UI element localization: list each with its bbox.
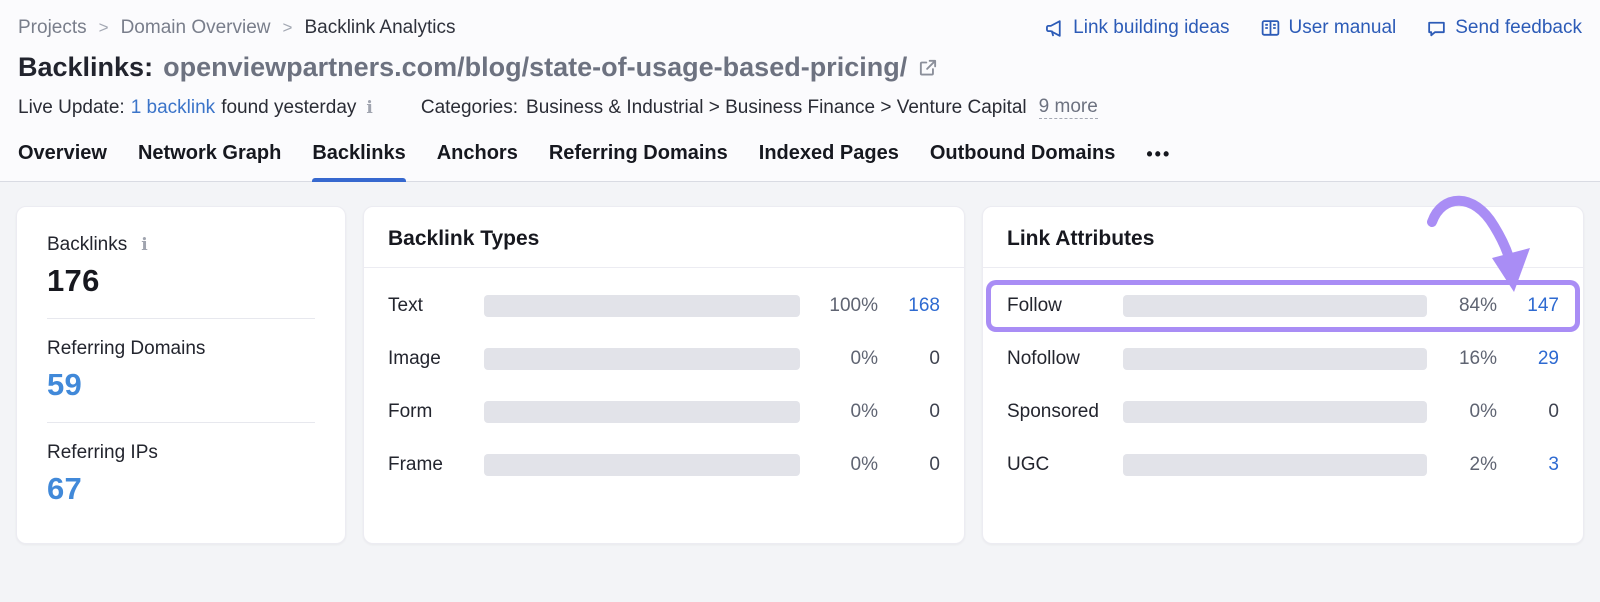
backlink-type-row-frame: Frame 0% 0: [372, 444, 956, 486]
page-title: Backlinks: openviewpartners.com/blog/sta…: [18, 52, 1582, 83]
backlinks-stat-label: Backlinks: [47, 234, 128, 255]
tab-anchors[interactable]: Anchors: [436, 142, 518, 164]
bar-track: [484, 295, 800, 317]
live-update-label: Live Update:: [18, 96, 125, 118]
row-percent: 0%: [850, 348, 878, 369]
tabs-more-button[interactable]: •••: [1146, 144, 1172, 164]
tab-network-graph[interactable]: Network Graph: [137, 142, 282, 164]
categories-label: Categories:: [420, 96, 519, 118]
book-icon: [1260, 18, 1281, 39]
page-header: Projects > Domain Overview > Backlink An…: [0, 0, 1600, 182]
breadcrumb-separator: >: [98, 18, 109, 37]
external-link-icon[interactable]: [917, 57, 939, 79]
row-label: Text: [388, 295, 423, 316]
backlink-type-row-form: Form 0% 0: [372, 391, 956, 433]
analyzed-url: openviewpartners.com/blog/state-of-usage…: [163, 52, 908, 82]
row-count: 0: [929, 348, 940, 369]
row-percent: 0%: [1469, 401, 1497, 422]
info-icon[interactable]: i: [141, 235, 148, 255]
row-percent: 100%: [829, 295, 878, 316]
backlink-types-card: Backlink Types Text 100% 168 Image 0% 0 …: [363, 206, 965, 544]
backlink-type-row-image: Image 0% 0: [372, 338, 956, 380]
backlink-types-title: Backlink Types: [364, 207, 964, 268]
breadcrumb-separator: >: [282, 18, 293, 37]
bar-track: [484, 348, 800, 370]
tab-outbound-domains[interactable]: Outbound Domains: [929, 142, 1116, 164]
referring-domains-stat-label: Referring Domains: [47, 338, 206, 359]
row-percent: 0%: [850, 401, 878, 422]
row-label: Nofollow: [1007, 348, 1080, 369]
bar-track: [1123, 348, 1427, 370]
tab-indexed-pages[interactable]: Indexed Pages: [758, 142, 899, 164]
tab-overview[interactable]: Overview: [18, 142, 107, 164]
link-attribute-row-nofollow: Nofollow 16% 29: [991, 338, 1575, 380]
link-attributes-card: Link Attributes Follow 84% 147 Nofollow …: [982, 206, 1584, 544]
header-actions: Link building ideas User manual Send: [1044, 17, 1582, 39]
breadcrumb-domain-overview[interactable]: Domain Overview: [120, 17, 271, 38]
main-content: Backlinks i 176 Referring Domains 59 Ref…: [0, 182, 1600, 544]
info-icon[interactable]: i: [366, 97, 373, 118]
link-building-ideas-link[interactable]: Link building ideas: [1044, 17, 1230, 39]
bar-track: [484, 454, 800, 476]
row-label: Form: [388, 401, 433, 422]
link-attribute-row-ugc: UGC 2% 3: [991, 444, 1575, 486]
bar-track: [1123, 295, 1427, 317]
user-manual-link[interactable]: User manual: [1260, 17, 1397, 39]
link-building-ideas-label: Link building ideas: [1073, 17, 1230, 38]
page-title-prefix: Backlinks:: [18, 52, 154, 82]
bar-track: [484, 401, 800, 423]
row-count-link[interactable]: 29: [1537, 348, 1559, 369]
tab-referring-domains[interactable]: Referring Domains: [548, 142, 728, 164]
chat-bubble-icon: [1426, 18, 1447, 39]
divider: [47, 318, 315, 319]
row-count-link[interactable]: 3: [1548, 454, 1559, 475]
tab-backlinks[interactable]: Backlinks: [312, 142, 407, 182]
tab-bar: Overview Network Graph Backlinks Anchors…: [18, 142, 1582, 182]
categories-path: Business & Industrial > Business Finance…: [526, 96, 1027, 118]
backlinks-stat-value: 176: [47, 263, 100, 298]
row-label: UGC: [1007, 454, 1050, 475]
row-count-link[interactable]: 168: [908, 295, 940, 316]
row-label: Sponsored: [1007, 401, 1099, 422]
row-percent: 84%: [1458, 295, 1497, 316]
categories-more-link[interactable]: 9 more: [1038, 96, 1098, 119]
bar-track: [1123, 401, 1427, 423]
link-attribute-row-follow: Follow 84% 147: [991, 285, 1575, 327]
live-update-backlink-link[interactable]: 1 backlink: [130, 96, 216, 118]
row-percent: 16%: [1458, 348, 1497, 369]
backlink-type-row-text: Text 100% 168: [372, 285, 956, 327]
link-attribute-row-sponsored: Sponsored 0% 0: [991, 391, 1575, 433]
row-label: Image: [388, 348, 441, 369]
row-count-link[interactable]: 147: [1527, 295, 1559, 316]
send-feedback-label: Send feedback: [1455, 17, 1582, 38]
user-manual-label: User manual: [1288, 17, 1397, 38]
divider: [47, 422, 315, 423]
breadcrumb: Projects > Domain Overview > Backlink An…: [18, 17, 455, 39]
row-percent: 2%: [1469, 454, 1497, 475]
categories: Categories: Business & Industrial > Busi…: [421, 96, 1098, 119]
row-label: Follow: [1007, 295, 1062, 316]
row-percent: 0%: [850, 454, 878, 475]
row-label: Frame: [388, 454, 443, 475]
megaphone-icon: [1044, 18, 1065, 39]
live-update-suffix: found yesterday: [221, 96, 357, 118]
breadcrumb-projects[interactable]: Projects: [18, 17, 87, 38]
breadcrumb-current: Backlink Analytics: [304, 17, 456, 38]
referring-ips-stat-label: Referring IPs: [47, 442, 158, 463]
send-feedback-link[interactable]: Send feedback: [1426, 17, 1582, 39]
row-count: 0: [929, 454, 940, 475]
summary-card: Backlinks i 176 Referring Domains 59 Ref…: [16, 206, 346, 544]
referring-ips-stat-value[interactable]: 67: [47, 471, 83, 506]
meta-row: Live Update: 1 backlink found yesterday …: [18, 96, 1582, 119]
link-attributes-title: Link Attributes: [983, 207, 1583, 268]
row-count: 0: [929, 401, 940, 422]
bar-track: [1123, 454, 1427, 476]
row-count: 0: [1548, 401, 1559, 422]
referring-domains-stat-value[interactable]: 59: [47, 367, 83, 402]
